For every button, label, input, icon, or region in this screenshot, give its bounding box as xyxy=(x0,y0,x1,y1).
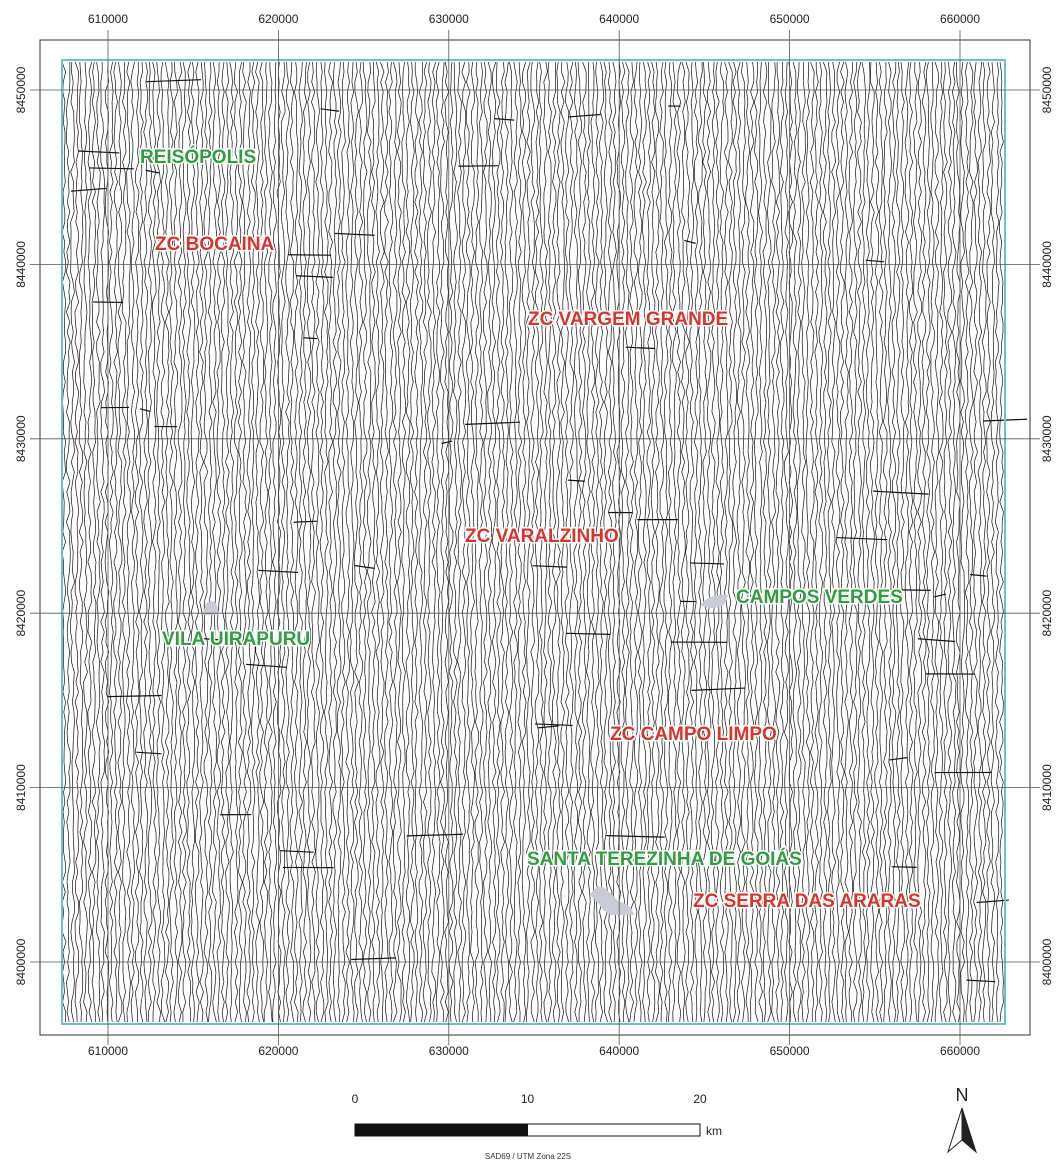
x-tick-label: 660000 xyxy=(940,12,980,26)
place-label: CAMPOS VERDES xyxy=(736,587,903,608)
projection: SAD69 / UTM Zona 22S xyxy=(485,1152,571,1161)
y-tick-label: 8420000 xyxy=(14,590,28,637)
y-tick-label: 8410000 xyxy=(1040,764,1054,811)
x-tick-label: 610000 xyxy=(88,12,128,26)
y-tick-label: 8420000 xyxy=(1040,590,1054,637)
page: {"map": { "x_ticks": [610000, 620000, 63… xyxy=(0,0,1057,1162)
scale-label: 20 xyxy=(693,1092,707,1106)
y-tick-label: 8440000 xyxy=(14,241,28,288)
x-tick-label: 640000 xyxy=(599,1044,639,1058)
place-label: ZC BOCAINA xyxy=(155,234,275,255)
y-tick-label: 8430000 xyxy=(1040,415,1054,462)
north-label: N xyxy=(956,1085,969,1105)
scale-label: 0 xyxy=(352,1092,359,1106)
x-tick-label: 610000 xyxy=(88,1044,128,1058)
y-tick-label: 8440000 xyxy=(1040,241,1054,288)
place-label: REISÓPOLIS xyxy=(140,146,256,168)
x-tick-label: 650000 xyxy=(770,12,810,26)
north-arrow xyxy=(962,1108,976,1152)
x-tick-label: 620000 xyxy=(258,12,298,26)
place-label: ZC SERRA DAS ARARAS xyxy=(693,891,921,912)
scale-bar: 0 10 20 km xyxy=(352,1092,722,1138)
scale-segment xyxy=(528,1124,701,1136)
y-tick-label: 8400000 xyxy=(14,938,28,985)
y-tick-label: 8430000 xyxy=(14,415,28,462)
map-figure: 610000 610000 620000 620000 630000 630000 6400… xyxy=(0,0,1057,1162)
y-tick-label: 8400000 xyxy=(1040,938,1054,985)
cross-line xyxy=(458,166,498,167)
place-label: ZC VARGEM GRANDE xyxy=(528,309,728,330)
x-tick-label: 620000 xyxy=(258,1044,298,1058)
x-tick-label: 630000 xyxy=(429,12,469,26)
x-tick-label: 640000 xyxy=(599,12,639,26)
x-tick-label: 650000 xyxy=(770,1044,810,1058)
scale-segment xyxy=(355,1124,528,1136)
y-tick-label: 8450000 xyxy=(14,66,28,113)
place-label: ZC VARALZINHO xyxy=(465,526,619,547)
y-tick-label: 8410000 xyxy=(14,764,28,811)
place-label: VILA UIRAPURU xyxy=(162,629,310,650)
north-arrow xyxy=(948,1108,962,1152)
place-label: SANTA TEREZINHA DE GOIÁS xyxy=(527,848,802,870)
cross-line xyxy=(892,867,917,868)
scale-unit: km xyxy=(706,1124,722,1138)
place-label: ZC CAMPO LIMPO xyxy=(610,724,777,745)
x-tick-label: 630000 xyxy=(429,1044,469,1058)
x-tick-label: 660000 xyxy=(940,1044,980,1058)
scale-label: 10 xyxy=(521,1092,535,1106)
y-tick-label: 8450000 xyxy=(1040,66,1054,113)
